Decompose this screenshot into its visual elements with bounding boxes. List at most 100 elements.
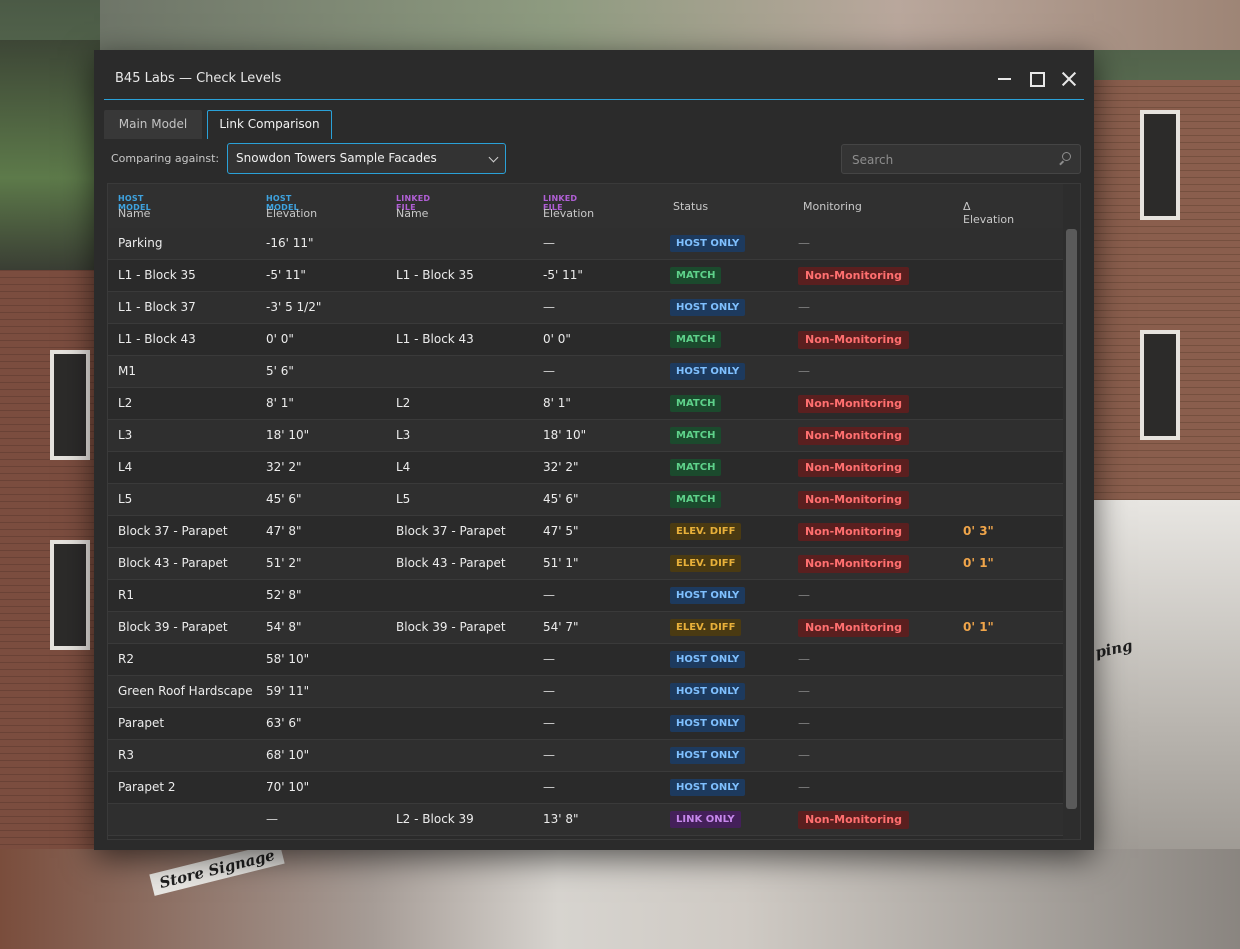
status-badge-text: HOST ONLY [670, 587, 746, 604]
cell-host-name-text: L2 [118, 396, 133, 410]
cell-host-name-text: Block 39 - Parapet [118, 620, 228, 634]
monitoring-cell-text: Non-Monitoring [798, 490, 909, 509]
cell-linked-elevation: — [543, 644, 555, 675]
monitoring-cell-text: — [798, 684, 810, 698]
cell-linked-elevation: — [543, 772, 555, 803]
cell-host-elevation-text: -5' 11" [266, 268, 306, 282]
search-input[interactable] [842, 145, 1054, 175]
search-box[interactable] [841, 144, 1081, 175]
cell-linked-elevation-text: 32' 2" [543, 460, 579, 474]
chevron-down-icon [488, 152, 499, 163]
monitoring-cell: — [798, 708, 810, 739]
scrollbar-thumb[interactable] [1066, 229, 1077, 809]
cell-host-elevation: 63' 6" [266, 708, 302, 739]
cell-host-elevation: 0' 0" [266, 324, 294, 355]
table-row[interactable]: Block 43 - Parapet 51' 2" Block 43 - Parap… [108, 548, 1063, 580]
cell-linked-elevation: — [543, 740, 555, 771]
cell-host-name-text: Block 37 - Parapet [118, 524, 228, 538]
tab-link-comparison[interactable]: Link Comparison [207, 110, 332, 139]
table-row[interactable]: L1 - Block 37 -3' 5 1/2" — HOST ONLY — [108, 292, 1063, 324]
monitoring-cell-text: — [798, 300, 810, 314]
cell-host-elevation: -3' 5 1/2" [266, 292, 321, 323]
status-badge-text: MATCH [670, 459, 722, 476]
monitoring-cell-text: Non-Monitoring [798, 426, 909, 445]
cell-host-name: L5 [118, 484, 132, 515]
monitoring-cell-text: Non-Monitoring [798, 554, 909, 573]
table-row[interactable]: Green Roof Hardscape 59' 11" — HOST ONLY — [108, 676, 1063, 708]
monitoring-cell: — [798, 740, 810, 771]
table-row[interactable]: R1 52' 8" — HOST ONLY — [108, 580, 1063, 612]
cell-host-name: Parapet 2 [118, 772, 176, 803]
cell-host-name: L3 [118, 420, 132, 451]
cell-linked-elevation-text: — [543, 780, 555, 794]
table-row[interactable]: L2 8' 1" L2 8' 1" MATCH Non-Monitoring [108, 388, 1063, 420]
title-divider [104, 99, 1084, 100]
levels-table: HOST MODEL Name HOST MODEL Elevation LIN… [107, 183, 1081, 840]
cell-host-name: Block 43 - Parapet [118, 548, 228, 579]
table-row[interactable]: L1 - Block 43 0' 0" L1 - Block 43 0' 0" MATC… [108, 324, 1063, 356]
status-badge-text: HOST ONLY [670, 363, 746, 380]
table-row[interactable]: Block 39 - Parapet 54' 8" Block 39 - Parap… [108, 612, 1063, 644]
cell-host-name: Block 39 - Parapet [118, 612, 228, 643]
status-badge-text: MATCH [670, 491, 722, 508]
cell-linked-name: Block 39 - Parapet [396, 612, 506, 643]
table-row[interactable]: Parapet 63' 6" — HOST ONLY — [108, 708, 1063, 740]
monitoring-cell-text: — [798, 748, 810, 762]
cell-host-elevation: 54' 8" [266, 612, 302, 643]
table-row[interactable]: L4 32' 2" L4 32' 2" MATCH Non-Monitoring [108, 452, 1063, 484]
table-row[interactable]: R3 68' 10" — HOST ONLY — [108, 740, 1063, 772]
cell-linked-elevation-text: 47' 5" [543, 524, 579, 538]
status-badge: HOST ONLY [670, 772, 746, 803]
table-row[interactable]: L1 - Block 35 -5' 11" L1 - Block 35 -5' 11"… [108, 260, 1063, 292]
cell-host-name: R3 [118, 740, 134, 771]
monitoring-cell: Non-Monitoring [798, 324, 909, 355]
table-row[interactable]: M1 5' 6" — HOST ONLY — [108, 356, 1063, 388]
table-row[interactable]: — L2 - Block 39 13' 8" LINK ONLY Non-Monitor… [108, 804, 1063, 836]
cell-host-elevation-text: 68' 10" [266, 748, 310, 762]
cell-linked-elevation: 13' 8" [543, 804, 579, 835]
cell-host-elevation-text: — [266, 812, 278, 826]
cell-linked-elevation-text: 51' 1" [543, 556, 579, 570]
minimize-button[interactable] [992, 67, 1016, 91]
status-badge: ELEV. DIFF [670, 516, 742, 547]
monitoring-cell-text: Non-Monitoring [798, 810, 909, 829]
cell-linked-name-text: L1 - Block 35 [396, 268, 474, 282]
status-badge-text: ELEV. DIFF [670, 619, 742, 636]
title-bar[interactable]: B45 Labs — Check Levels [94, 50, 1094, 100]
status-badge: HOST ONLY [670, 740, 746, 771]
maximize-button[interactable] [1025, 67, 1049, 91]
monitoring-cell-text: — [798, 716, 810, 730]
cell-host-elevation: 70' 10" [266, 772, 309, 803]
table-row[interactable]: Parapet 2 70' 10" — HOST ONLY — [108, 772, 1063, 804]
cell-host-elevation: 8' 1" [266, 388, 294, 419]
table-row[interactable]: L5 45' 6" L5 45' 6" MATCH Non-Monitoring [108, 484, 1063, 516]
status-badge-text: HOST ONLY [670, 779, 746, 796]
table-row[interactable]: R2 58' 10" — HOST ONLY — [108, 644, 1063, 676]
cell-linked-name: L3 [396, 420, 410, 451]
tab-main-model[interactable]: Main Model [104, 110, 202, 139]
cell-linked-elevation: 32' 2" [543, 452, 579, 483]
cell-host-elevation-text: 59' 11" [266, 684, 310, 698]
cell-linked-name: L4 [396, 452, 410, 483]
cell-linked-elevation: — [543, 708, 555, 739]
cell-host-elevation-text: 51' 2" [266, 556, 302, 570]
cell-linked-name-text: L1 - Block 43 [396, 332, 474, 346]
cell-host-elevation-text: 32' 2" [266, 460, 302, 474]
table-row[interactable]: Block 37 - Parapet 47' 8" Block 37 - Parap… [108, 516, 1063, 548]
monitoring-cell-text: — [798, 236, 810, 250]
cell-host-name-text: Parapet [118, 716, 165, 730]
cell-host-name-text: R3 [118, 748, 134, 762]
vertical-scrollbar[interactable] [1063, 184, 1080, 839]
header-group-host: HOST MODEL [118, 194, 151, 212]
monitoring-cell-text: — [798, 780, 810, 794]
close-button[interactable] [1057, 67, 1081, 91]
monitoring-cell: Non-Monitoring [798, 452, 909, 483]
background-window [50, 540, 90, 650]
comparing-against-dropdown[interactable]: Snowdon Towers Sample Facades [227, 143, 506, 174]
header-label: Elevation [543, 207, 595, 220]
status-badge: HOST ONLY [670, 228, 746, 259]
table-row[interactable]: L3 18' 10" L3 18' 10" MATCH Non-Monitoring [108, 420, 1063, 452]
cell-host-name: L1 - Block 35 [118, 260, 196, 291]
table-row[interactable]: Parking -16' 11" — HOST ONLY — [108, 228, 1063, 260]
status-badge-text: HOST ONLY [670, 651, 746, 668]
